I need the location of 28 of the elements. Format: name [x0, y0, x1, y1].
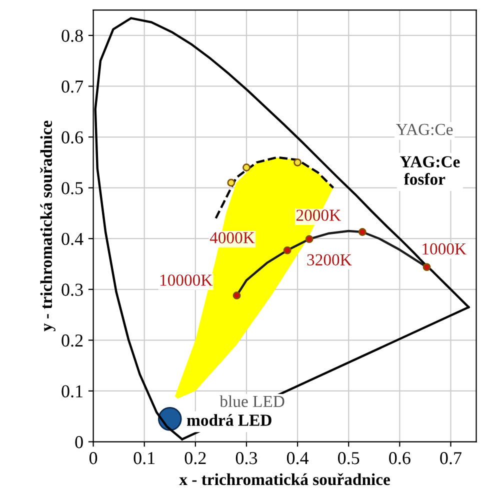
x-tick-label: 0 — [89, 452, 98, 464]
y-tick-label: 0.7 — [62, 80, 84, 93]
x-tick-label: 0.2 — [184, 452, 206, 464]
y-tick-label: 0.1 — [62, 385, 82, 398]
annotation: blue LED — [220, 395, 284, 408]
y-tick-label: 0.8 — [62, 30, 83, 42]
annotation: YAG:Ce — [396, 124, 453, 136]
x-tick-label: 0.3 — [236, 452, 258, 464]
y-tick-label: 0.2 — [62, 334, 83, 347]
x-tick-label: 0.4 — [286, 452, 309, 464]
y-axis-title: y - trichromatická souřadnice — [40, 120, 56, 332]
y-tick-label: 0.5 — [62, 182, 83, 194]
x-tick-label: 0.7 — [440, 452, 462, 464]
annotation: YAG:Ce fosfor — [400, 156, 460, 185]
y-tick-label: 0.6 — [62, 131, 84, 144]
x-tick-label: 0.1 — [134, 452, 155, 464]
y-tick-label: 0.3 — [62, 284, 83, 296]
x-tick-label: 0.6 — [389, 452, 410, 464]
y-tick-label: 0 — [75, 436, 83, 448]
y-tick-label: 0.4 — [62, 232, 84, 246]
annotation: 3200K — [307, 254, 352, 266]
annotation: 2000K — [296, 210, 341, 221]
annotation: 4000K — [210, 232, 255, 244]
annotation: 10000K — [160, 274, 213, 286]
annotation: 1000K — [422, 243, 466, 255]
x-tick-label: 0.5 — [338, 452, 360, 464]
annotation: modrá LED — [187, 414, 272, 426]
x-axis-title: x - trichromatická souřadnice — [179, 473, 390, 486]
